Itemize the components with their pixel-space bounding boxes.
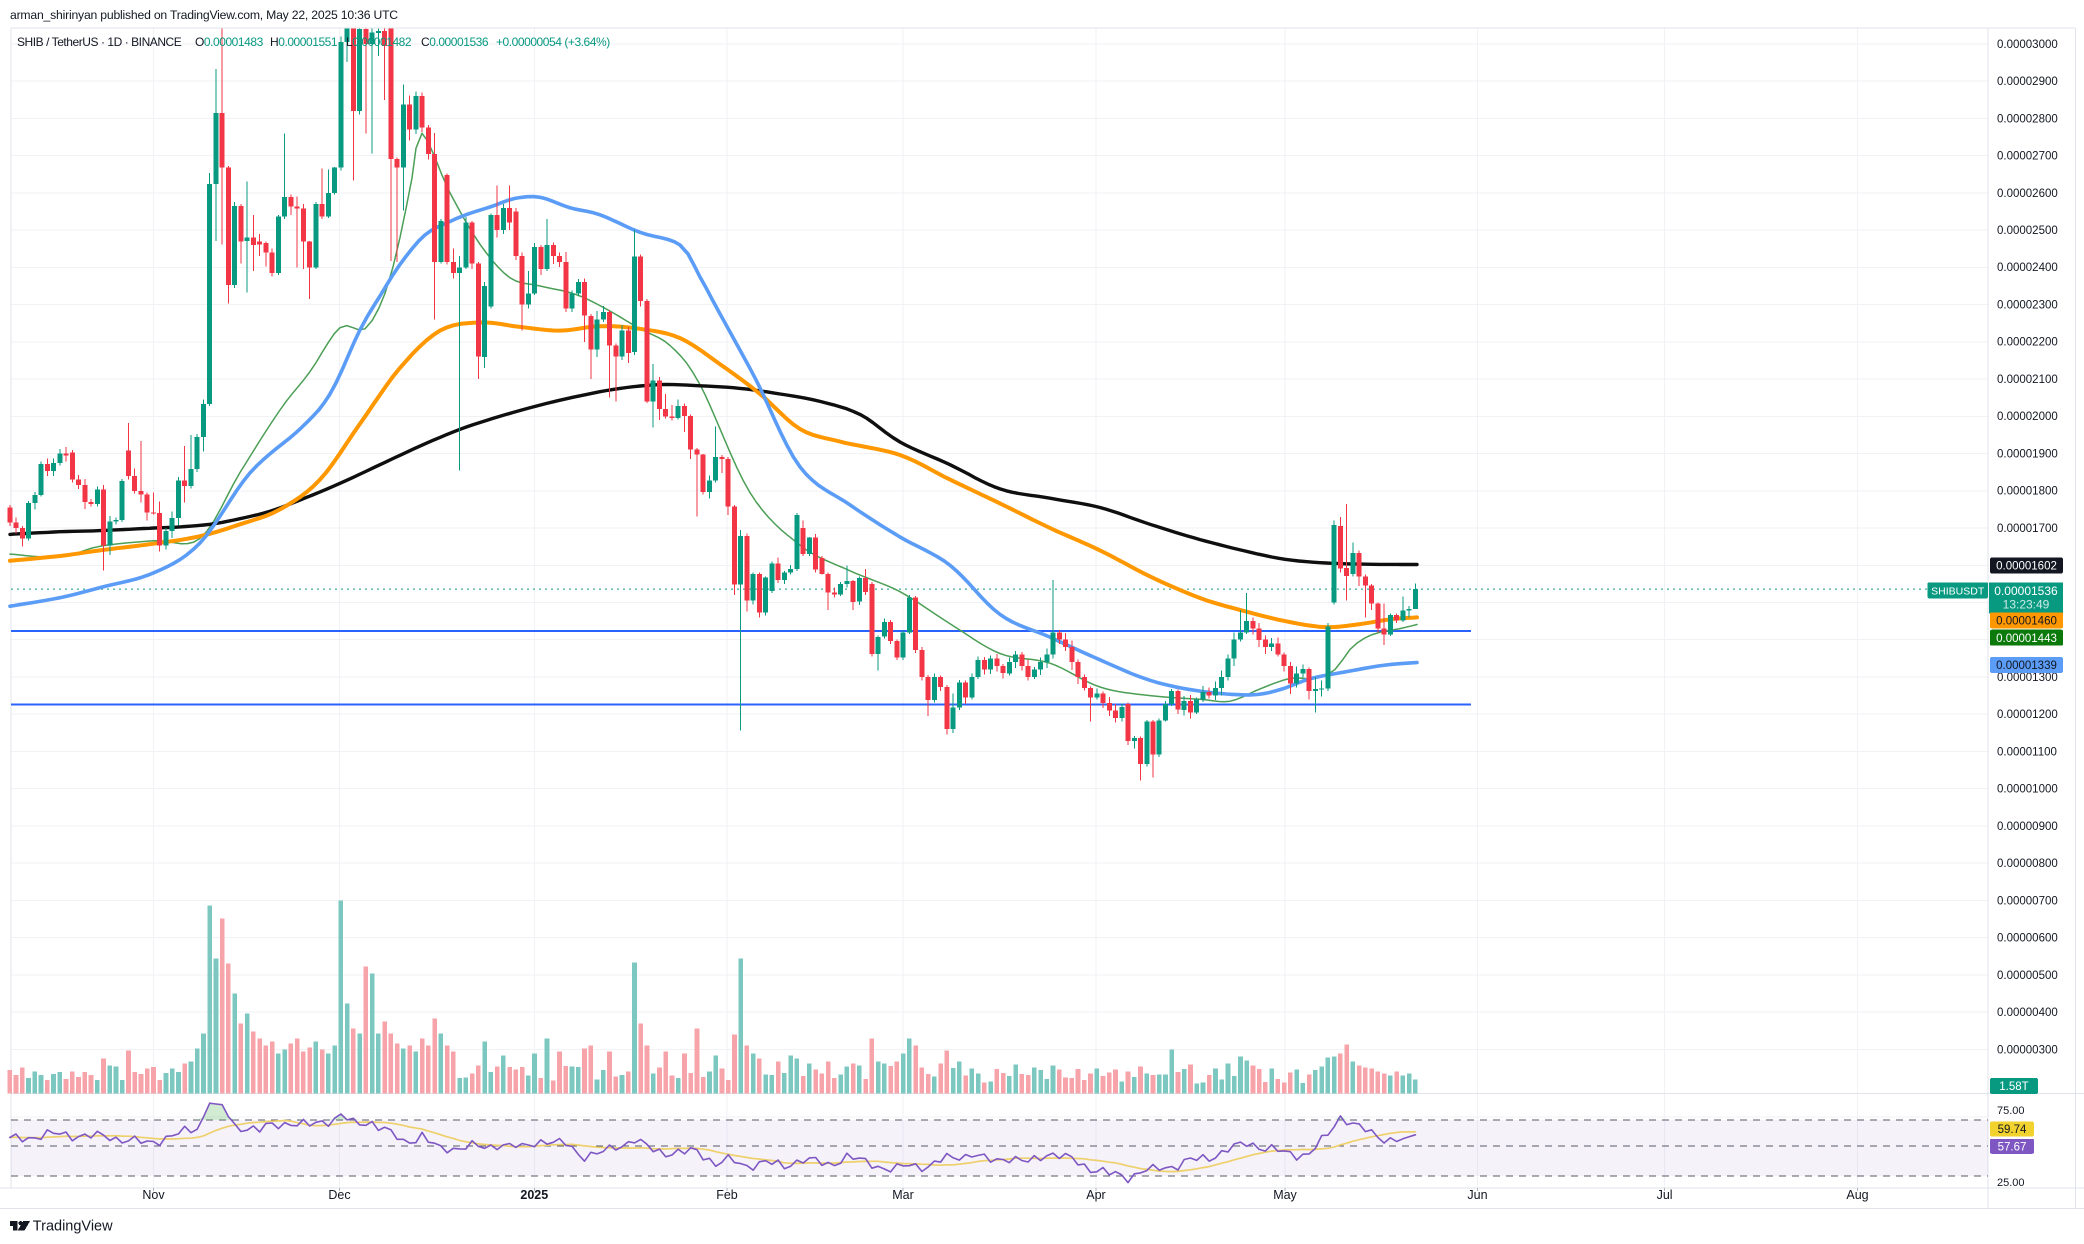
svg-text:0.00000600: 0.00000600 (1997, 933, 2058, 945)
svg-text:Jul: Jul (1657, 1188, 1673, 1202)
svg-text:0.00001460: 0.00001460 (1996, 615, 2057, 627)
svg-text:25.00: 25.00 (1997, 1177, 2025, 1189)
svg-text:0.00000800: 0.00000800 (1997, 858, 2058, 870)
svg-text:0.00001300: 0.00001300 (1997, 672, 2058, 684)
svg-text:0.00000900: 0.00000900 (1997, 821, 2058, 833)
svg-text:59.74: 59.74 (1998, 1124, 2027, 1136)
svg-text:0.00002700: 0.00002700 (1997, 151, 2058, 163)
svg-text:Mar: Mar (892, 1188, 914, 1202)
svg-text:57.67: 57.67 (1998, 1141, 2027, 1153)
svg-text:H0.00001551: H0.00001551 (270, 35, 338, 49)
svg-text:0.00001900: 0.00001900 (1997, 448, 2058, 460)
svg-text:0.00002400: 0.00002400 (1997, 262, 2058, 274)
svg-text:0.00001200: 0.00001200 (1997, 709, 2058, 721)
svg-text:Jun: Jun (1467, 1188, 1487, 1202)
svg-text:0.00002000: 0.00002000 (1997, 411, 2058, 423)
svg-text:Feb: Feb (716, 1188, 738, 1202)
svg-text:0.00002200: 0.00002200 (1997, 337, 2058, 349)
svg-text:O0.00001483: O0.00001483 (195, 35, 264, 49)
svg-text:0.00001800: 0.00001800 (1997, 486, 2058, 498)
svg-text:0.00001000: 0.00001000 (1997, 784, 2058, 796)
svg-text:0.00002300: 0.00002300 (1997, 300, 2058, 312)
svg-text:2025: 2025 (520, 1188, 548, 1202)
svg-text:0.00002600: 0.00002600 (1997, 188, 2058, 200)
svg-text:0.00003000: 0.00003000 (1997, 39, 2058, 51)
svg-text:arman_shirinyan published on T: arman_shirinyan published on TradingView… (10, 8, 398, 22)
svg-text:SHIB / TetherUS · 1D · BINANCE: SHIB / TetherUS · 1D · BINANCE (17, 35, 182, 49)
svg-text:0.00001339: 0.00001339 (1996, 660, 2057, 672)
svg-text:75.00: 75.00 (1997, 1105, 2025, 1117)
svg-text:0.00000400: 0.00000400 (1997, 1007, 2058, 1019)
svg-text:Dec: Dec (328, 1188, 350, 1202)
svg-text:0.00001536: 0.00001536 (1994, 584, 2058, 598)
svg-text:Apr: Apr (1086, 1188, 1105, 1202)
svg-text:May: May (1273, 1188, 1297, 1202)
svg-text:SHIBUSDT: SHIBUSDT (1931, 585, 1985, 597)
svg-text:0.00002800: 0.00002800 (1997, 113, 2058, 125)
svg-text:0.00001100: 0.00001100 (1997, 746, 2057, 758)
svg-text:0.00000500: 0.00000500 (1997, 970, 2058, 982)
svg-text:0.00000700: 0.00000700 (1997, 895, 2058, 907)
svg-text:TradingView: TradingView (33, 1219, 113, 1235)
svg-text:L0.00001482: L0.00001482 (346, 35, 412, 49)
svg-text:1.58T: 1.58T (1999, 1081, 2028, 1093)
svg-text:0.00001700: 0.00001700 (1997, 523, 2058, 535)
svg-text:0.00000300: 0.00000300 (1997, 1044, 2058, 1056)
svg-text:Nov: Nov (142, 1188, 165, 1202)
svg-text:0.00002900: 0.00002900 (1997, 76, 2058, 88)
svg-text:0.00001602: 0.00001602 (1996, 561, 2057, 573)
svg-text:0.00002500: 0.00002500 (1997, 225, 2058, 237)
svg-text:+0.00000054 (+3.64%): +0.00000054 (+3.64%) (496, 35, 610, 49)
svg-text:0.00002100: 0.00002100 (1997, 374, 2058, 386)
svg-text:13:23:49: 13:23:49 (2003, 597, 2050, 611)
svg-text:Aug: Aug (1846, 1188, 1868, 1202)
svg-text:C0.00001536: C0.00001536 (421, 35, 489, 49)
svg-text:0.00001443: 0.00001443 (1996, 633, 2057, 645)
